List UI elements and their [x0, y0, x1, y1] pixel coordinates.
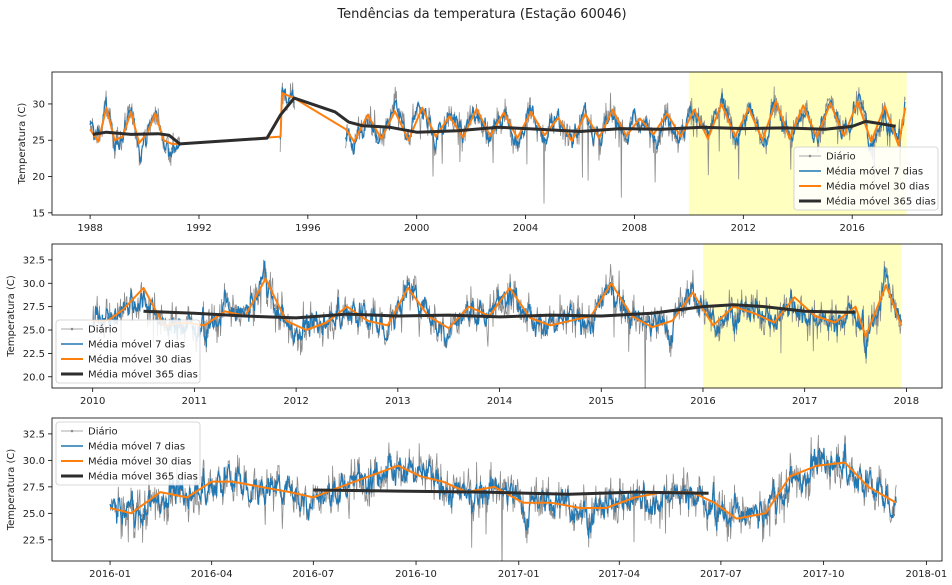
x-tick-label: 2016	[839, 223, 864, 234]
legend-label-ma7: Média móvel 7 dias	[88, 441, 185, 453]
y-tick-label: 30.0	[23, 456, 45, 467]
ma7-series-line	[109, 443, 897, 539]
figure-title: Tendências da temperatura (Estação 60046…	[336, 7, 626, 22]
plot-area-top	[89, 72, 907, 215]
x-tick-label: 2004	[513, 223, 538, 234]
legend: Diário Média móvel 7 dias Média móvel 30 d…	[55, 421, 201, 486]
x-tick-label: 2016-10	[395, 569, 437, 580]
ma30-series-line	[109, 461, 897, 520]
legend: Diário Média móvel 7 dias Média móvel 30 d…	[793, 146, 939, 211]
y-tick-label: 22.5	[23, 535, 45, 546]
legend-label-ma365: Média móvel 365 dias	[88, 471, 198, 483]
legend-label-ma7: Média móvel 7 dias	[88, 339, 185, 351]
x-tick-label: 2016-07	[292, 569, 334, 580]
legend-box	[793, 146, 939, 211]
legend-label-daily: Diário	[88, 324, 118, 336]
legend: Diário Média móvel 7 dias Média móvel 30 d…	[55, 319, 201, 384]
x-tick-label: 2017-01	[498, 569, 540, 580]
ma365-series-line	[313, 488, 709, 496]
daily-series-line	[109, 434, 897, 561]
legend-box	[55, 319, 201, 384]
y-tick-label: 20.0	[23, 372, 45, 383]
legend-label-ma30: Média móvel 30 dias	[826, 181, 929, 193]
x-tick-label: 2018-01	[905, 569, 947, 580]
chart-panel-bottom: 2016-01 2016-04 2016-07 2016-10 2017-01 2017-…	[6, 417, 947, 580]
x-tick-label: 2012	[283, 396, 308, 407]
x-tick-label: 2010	[80, 396, 105, 407]
y-tick-label: 25.0	[23, 326, 45, 337]
y-tick-label: 27.5	[23, 482, 45, 493]
x-tick-label: 2008	[622, 223, 647, 234]
x-tick-label: 2000	[404, 223, 429, 234]
x-tick-label: 2016-01	[89, 569, 131, 580]
x-tick-label: 1996	[295, 223, 320, 234]
plot-area-bottom	[109, 434, 897, 561]
y-tick-label: 30.0	[23, 279, 45, 290]
legend-box	[55, 421, 201, 486]
x-tick-label: 1992	[186, 223, 211, 234]
y-tick-label: 20	[32, 172, 45, 183]
chart-panel-top: 1988 1992 1996 2000 2004 2008 2012 2016 15 20 25 30…	[17, 71, 943, 234]
y-axis-label: Temperatura (C)	[6, 275, 17, 358]
ma365-series-line	[92, 96, 896, 146]
legend-marker-daily	[808, 154, 812, 158]
x-tick-label: 2012	[731, 223, 756, 234]
legend-label-ma365: Média móvel 365 dias	[826, 196, 936, 208]
y-tick-label: 27.5	[23, 302, 45, 313]
x-tick-label: 2016	[690, 396, 715, 407]
ma30-series-line	[89, 92, 907, 147]
x-tick-label: 2017-10	[803, 569, 845, 580]
legend-marker-daily	[70, 429, 74, 433]
ma365-series-line	[143, 303, 856, 320]
y-tick-label: 25.0	[23, 509, 45, 520]
legend-label-ma365: Média móvel 365 dias	[88, 369, 198, 381]
y-tick-label: 22.5	[23, 349, 45, 360]
x-tick-label: 2016-04	[191, 569, 233, 580]
axes-frame	[51, 243, 943, 389]
legend-marker-daily	[70, 327, 74, 331]
x-tick-label: 2011	[182, 396, 207, 407]
x-tick-label: 2014	[487, 396, 512, 407]
x-tick-label: 2017	[792, 396, 817, 407]
x-tick-label: 2015	[589, 396, 614, 407]
y-tick-label: 25	[32, 136, 45, 147]
legend-label-ma30: Média móvel 30 dias	[88, 354, 191, 366]
legend-label-ma30: Média móvel 30 dias	[88, 456, 191, 468]
x-tick-label: 2017-07	[700, 569, 742, 580]
axes-frame	[51, 71, 943, 216]
legend-label-daily: Diário	[88, 426, 118, 438]
x-tick-label: 2017-04	[598, 569, 640, 580]
y-axis-label: Temperatura (C)	[6, 449, 17, 532]
chart-panel-middle: 2010 2011 2012 2013 2014 2015 2016 2017 2018 20.0…	[6, 243, 943, 407]
y-tick-label: 32.5	[23, 429, 45, 440]
legend-label-daily: Diário	[826, 151, 856, 163]
x-tick-label: 1988	[77, 223, 102, 234]
y-axis-label: Temperatura (C)	[17, 103, 28, 186]
plot-area-middle	[92, 244, 903, 388]
y-tick-label: 30	[32, 99, 45, 110]
axes-frame	[51, 417, 943, 562]
legend-label-ma7: Média móvel 7 dias	[826, 166, 923, 178]
y-tick-label: 15	[32, 208, 45, 219]
y-tick-label: 32.5	[23, 255, 45, 266]
x-tick-label: 2018	[894, 396, 919, 407]
daily-series-line	[92, 259, 902, 388]
x-tick-label: 2013	[385, 396, 410, 407]
